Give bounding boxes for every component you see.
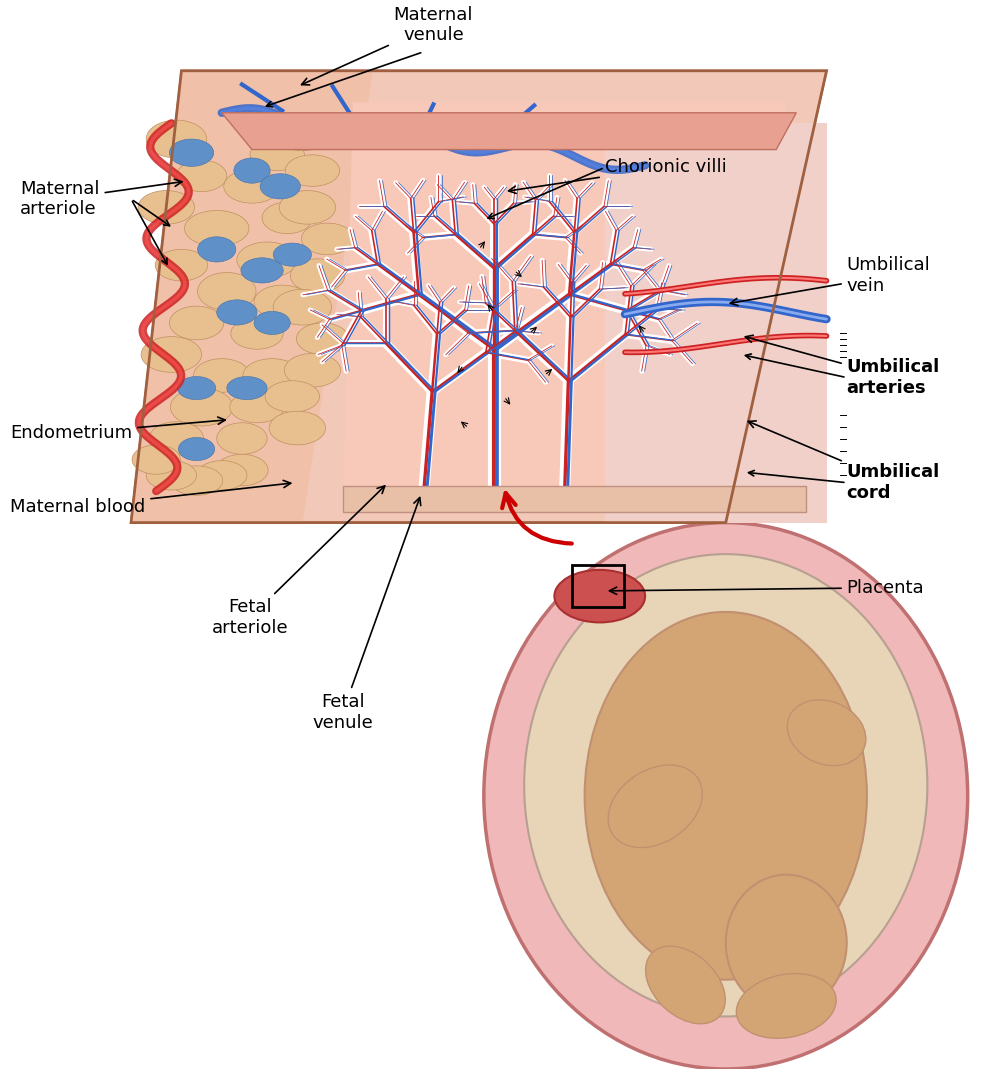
Polygon shape [605,123,827,523]
Ellipse shape [216,454,268,485]
Ellipse shape [176,160,227,191]
Ellipse shape [217,299,257,325]
Ellipse shape [141,337,202,372]
FancyArrowPatch shape [502,493,572,543]
Text: Maternal blood: Maternal blood [10,480,290,516]
Ellipse shape [217,422,267,454]
Ellipse shape [234,158,270,183]
Ellipse shape [155,249,208,281]
Polygon shape [131,71,373,523]
Ellipse shape [146,120,207,158]
Ellipse shape [484,523,968,1069]
Polygon shape [343,103,786,512]
Ellipse shape [273,243,311,266]
Ellipse shape [169,139,214,167]
Ellipse shape [146,461,197,490]
Ellipse shape [736,974,837,1038]
Ellipse shape [254,285,310,319]
Ellipse shape [230,391,284,422]
Text: Umbilical
arteries: Umbilical arteries [745,336,940,397]
Text: Umbilical
vein: Umbilical vein [731,257,930,306]
Text: Endometrium: Endometrium [10,417,225,443]
Text: Chorionic villi: Chorionic villi [509,158,727,193]
Ellipse shape [177,376,216,400]
Ellipse shape [554,570,645,622]
Text: Placenta: Placenta [610,578,924,597]
Ellipse shape [237,242,297,278]
Ellipse shape [296,323,349,355]
Ellipse shape [279,190,336,224]
Ellipse shape [726,874,847,1011]
Ellipse shape [260,174,300,199]
Ellipse shape [301,223,354,254]
Ellipse shape [646,946,725,1024]
Ellipse shape [224,170,280,203]
Text: Umbilical
cord: Umbilical cord [748,421,940,502]
Ellipse shape [608,765,703,848]
Polygon shape [222,113,796,150]
Ellipse shape [149,422,204,455]
Ellipse shape [265,381,320,413]
Ellipse shape [787,700,866,765]
Text: Fetal
venule: Fetal venule [312,497,420,731]
Ellipse shape [585,611,867,979]
Ellipse shape [184,211,249,246]
Ellipse shape [231,317,283,350]
Polygon shape [343,485,806,512]
Text: Maternal
venule: Maternal venule [301,5,473,84]
Ellipse shape [170,388,233,425]
Ellipse shape [241,258,283,283]
Ellipse shape [170,466,223,495]
Bar [572,564,624,607]
Ellipse shape [250,139,304,171]
Ellipse shape [269,412,326,445]
Text: Fetal
arteriole: Fetal arteriole [212,486,385,637]
Ellipse shape [273,117,332,151]
Ellipse shape [132,445,180,475]
Text: Maternal
arteriole: Maternal arteriole [20,180,181,218]
Ellipse shape [285,155,340,186]
Ellipse shape [284,354,341,387]
Ellipse shape [194,359,250,392]
Ellipse shape [254,311,290,335]
Ellipse shape [169,306,224,340]
Ellipse shape [227,376,267,400]
Ellipse shape [138,190,195,224]
Ellipse shape [197,461,247,490]
Ellipse shape [198,273,256,310]
Polygon shape [131,71,827,523]
Ellipse shape [290,259,345,293]
Ellipse shape [178,437,215,461]
Ellipse shape [243,359,301,392]
Ellipse shape [273,290,332,325]
Ellipse shape [198,237,236,262]
Ellipse shape [262,202,312,234]
Ellipse shape [524,554,927,1017]
